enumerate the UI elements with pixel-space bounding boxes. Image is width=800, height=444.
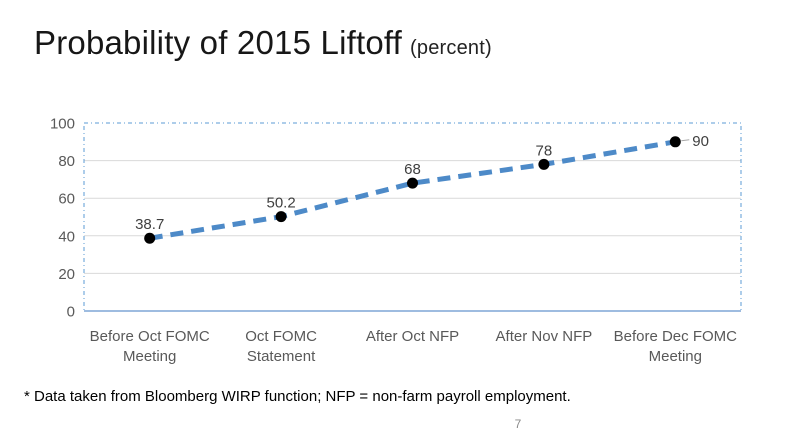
x-axis-category-label: After Nov NFP: [496, 328, 593, 345]
data-point-label: 50.2: [266, 195, 295, 212]
footnote: * Data taken from Bloomberg WIRP functio…: [24, 388, 571, 405]
y-axis-tick-label: 0: [67, 304, 75, 321]
y-axis-tick-label: 20: [58, 266, 75, 283]
slide-title: Probability of 2015 Liftoff (percent): [34, 24, 492, 62]
x-axis-category-label: After Oct NFP: [366, 328, 459, 345]
data-point-marker: [275, 211, 287, 223]
data-point-label: 90: [692, 133, 709, 150]
y-axis-tick-label: 60: [58, 191, 75, 208]
data-point-marker: [538, 158, 550, 170]
leader-line: [681, 139, 690, 142]
slide-title-text: Probability of 2015 Liftoff: [34, 24, 403, 61]
data-point-marker: [407, 177, 418, 189]
plot-area-border: [83, 122, 742, 312]
x-axis-category-label: Oct FOMC Statement: [245, 328, 317, 365]
x-axis-category-label: Before Oct FOMC Meeting: [90, 328, 210, 365]
x-axis-category-label: Before Dec FOMC Meeting: [614, 328, 738, 365]
data-point-label: 38.7: [135, 216, 164, 233]
series-line: [149, 139, 676, 241]
y-axis-tick-label: 100: [50, 116, 75, 133]
data-point-label: 78: [536, 142, 553, 159]
y-axis-tick-label: 40: [58, 228, 75, 245]
data-point-label: 68: [404, 161, 421, 178]
slide-title-suffix: (percent): [410, 37, 492, 59]
data-point-marker: [144, 232, 156, 244]
data-point-marker: [669, 136, 681, 148]
page-number: 7: [514, 417, 522, 431]
y-axis-tick-label: 80: [58, 153, 75, 170]
